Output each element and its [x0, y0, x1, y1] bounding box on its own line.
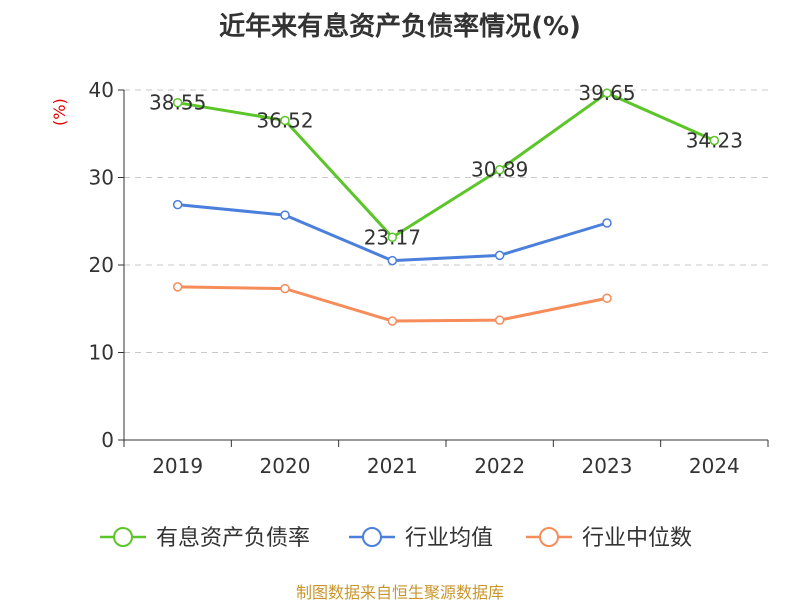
data-point	[387, 232, 398, 243]
x-tick-label: 2019	[152, 454, 203, 478]
x-tick-label: 2021	[367, 454, 418, 478]
data-point	[172, 97, 183, 108]
data-point	[494, 315, 505, 325]
legend: 有息资产负债率 行业均值 行业中位数	[100, 526, 692, 551]
legend-label: 行业均值	[405, 526, 493, 551]
data-point	[709, 135, 720, 146]
axes: 0 10 20 30 40 2019 2020 2021 2022 2023 2024	[89, 78, 769, 478]
data-labels: 38.55 36.52 23.17 30.89 39.65 34.23	[149, 81, 743, 249]
data-point	[280, 210, 290, 220]
series-line	[177, 91, 715, 239]
y-tick-label: 20	[89, 253, 114, 277]
data-point	[172, 199, 183, 210]
data-label: 36.52	[256, 108, 313, 132]
data-point	[602, 293, 612, 303]
data-point	[494, 164, 505, 175]
data-point	[387, 316, 398, 326]
y-tick-label: 10	[89, 341, 114, 365]
series-line	[177, 285, 608, 323]
legend-marker	[539, 527, 559, 547]
legend-label: 行业中位数	[582, 526, 692, 551]
data-point	[602, 88, 612, 98]
data-point	[172, 282, 183, 292]
y-tick-label: 40	[89, 78, 114, 102]
data-label: 34.23	[686, 128, 743, 152]
legend-marker	[113, 527, 133, 547]
series-lines	[172, 88, 720, 326]
x-tick-label: 2024	[689, 454, 740, 478]
x-tick-label: 2020	[260, 454, 311, 478]
data-label: 38.55	[149, 91, 206, 115]
data-label: 39.65	[578, 81, 635, 105]
data-label: 30.89	[471, 158, 528, 182]
data-label: 23.17	[364, 225, 421, 249]
y-tick-label: 0	[101, 428, 114, 452]
chart-title: 近年来有息资产负债率情况(%)	[219, 12, 581, 42]
data-point	[280, 283, 290, 294]
x-tick-label: 2022	[474, 454, 525, 478]
legend-marker	[362, 527, 382, 547]
legend-label: 有息资产负债率	[156, 526, 310, 551]
grid-lines	[124, 89, 768, 353]
y-tick-label: 30	[89, 166, 114, 190]
data-point	[494, 250, 505, 261]
data-point	[387, 255, 398, 266]
data-point	[602, 218, 612, 228]
source-footer: 制图数据来自恒生聚源数据库	[295, 583, 504, 602]
data-point	[280, 115, 290, 126]
x-tick-label: 2023	[582, 454, 633, 478]
